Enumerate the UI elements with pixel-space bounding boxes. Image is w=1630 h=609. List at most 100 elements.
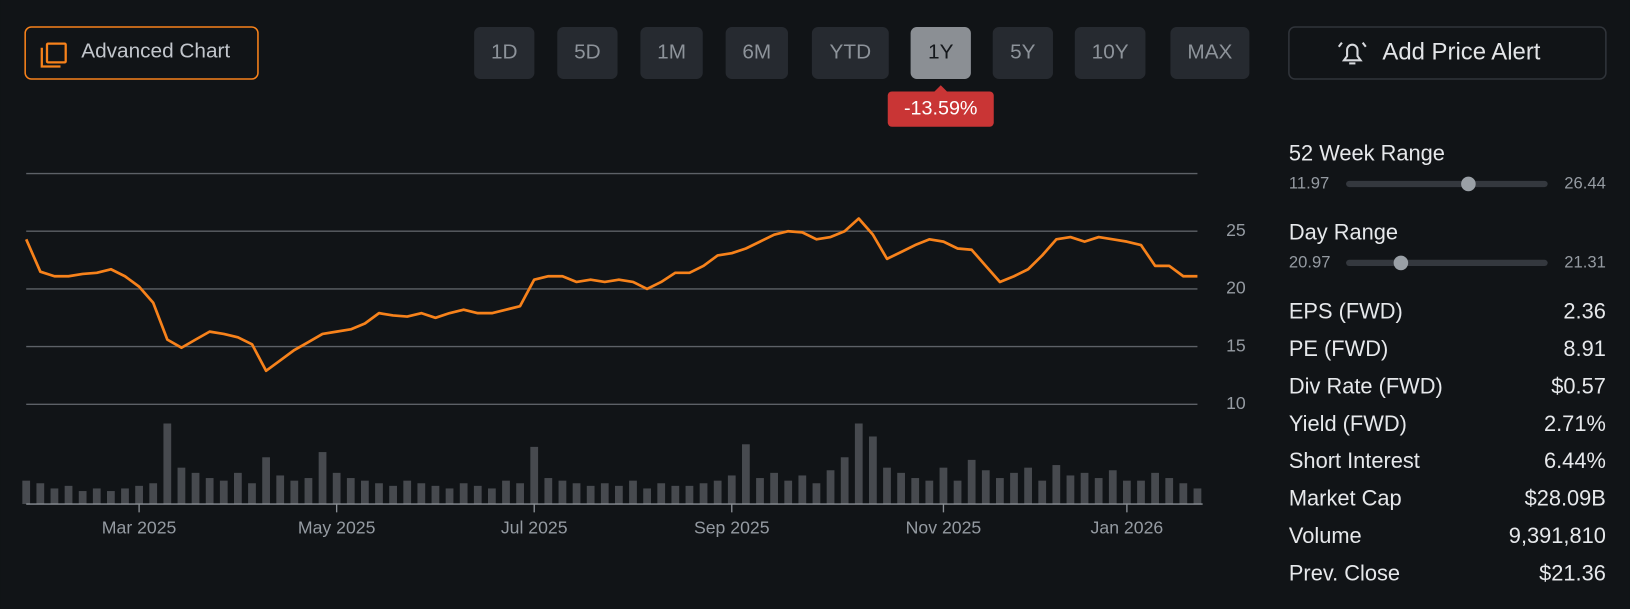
volume-bar bbox=[699, 483, 708, 505]
volume-bar bbox=[233, 472, 242, 505]
volume-bar bbox=[713, 480, 722, 505]
range-button[interactable]: 1Y bbox=[910, 27, 971, 79]
volume-bar bbox=[1108, 470, 1117, 505]
volume-bar bbox=[671, 485, 680, 505]
volume-bar bbox=[135, 485, 143, 505]
button-label: Advanced Chart bbox=[81, 39, 230, 62]
range-high: 21.31 bbox=[1564, 252, 1606, 271]
stats-panel: 52 Week Range 11.97 26.44 Day Range 20.97 21.… bbox=[1289, 141, 1606, 586]
volume-bar bbox=[1024, 467, 1032, 505]
volume-bar bbox=[417, 483, 426, 505]
volume-bar bbox=[177, 467, 186, 505]
volume-bar bbox=[911, 478, 920, 505]
range-button[interactable]: 6M bbox=[725, 27, 788, 79]
volume-bar bbox=[332, 472, 341, 505]
volume-bar bbox=[1165, 478, 1174, 505]
stat-value: 2.36 bbox=[1563, 299, 1605, 324]
volume-bar bbox=[544, 478, 553, 505]
y-tick-label: 25 bbox=[1226, 220, 1246, 240]
button-frame bbox=[910, 27, 971, 79]
button-frame bbox=[474, 27, 535, 79]
volume-bar bbox=[1066, 475, 1075, 505]
range-button[interactable]: YTD bbox=[811, 27, 889, 79]
y-tick-label: 15 bbox=[1226, 335, 1246, 355]
volume-bar bbox=[1137, 480, 1145, 505]
volume-bar bbox=[840, 457, 849, 505]
volume-bar bbox=[473, 485, 482, 505]
volume-bar bbox=[869, 436, 877, 505]
volume-bar bbox=[389, 485, 397, 505]
stat-label: Short Interest bbox=[1289, 448, 1420, 473]
volume-bar bbox=[756, 478, 764, 505]
badge-pointer bbox=[934, 85, 947, 92]
volume-bar bbox=[191, 472, 200, 505]
volume-bar bbox=[78, 491, 87, 505]
button-label: YTD bbox=[830, 40, 872, 63]
button-label: MAX bbox=[1187, 40, 1232, 63]
volume-bar bbox=[121, 488, 129, 505]
range-button[interactable]: 5Y bbox=[992, 27, 1053, 79]
volume-bar bbox=[276, 475, 285, 505]
volume-bar bbox=[516, 483, 524, 505]
range-button[interactable]: 1M bbox=[640, 27, 703, 79]
volume-bar bbox=[262, 457, 270, 505]
range-button[interactable]: 1D bbox=[474, 27, 535, 79]
change-label: -13.59% bbox=[904, 97, 978, 119]
range-buttons: 1D 5D 1M 6M YTD 1Y 5Y 10Y MAX bbox=[474, 27, 1250, 79]
range-button[interactable]: MAX bbox=[1170, 27, 1250, 79]
stat-label: Div Rate (FWD) bbox=[1289, 373, 1443, 398]
volume-bar bbox=[685, 485, 694, 505]
button-label: 6M bbox=[742, 40, 771, 63]
volume-bar bbox=[248, 483, 256, 505]
volume-bar bbox=[996, 478, 1004, 505]
button-frame bbox=[725, 27, 788, 79]
volume-bar bbox=[1193, 488, 1202, 505]
button-frame bbox=[1170, 27, 1250, 79]
volume-bar bbox=[883, 467, 891, 505]
volume-bar bbox=[346, 478, 355, 505]
x-tick-label: May 2025 bbox=[298, 518, 376, 538]
volume-bar bbox=[643, 488, 651, 505]
stat-value: $21.36 bbox=[1539, 560, 1606, 585]
x-tick-label: Nov 2025 bbox=[906, 518, 982, 538]
add-price-alert-button[interactable]: Add Price Alert bbox=[1288, 26, 1607, 80]
volume-bar bbox=[572, 483, 581, 505]
x-tick-label: Mar 2025 bbox=[102, 518, 177, 538]
range-marker bbox=[1461, 176, 1476, 192]
stat-label: Prev. Close bbox=[1289, 560, 1400, 585]
volume-bar bbox=[502, 480, 510, 505]
volume-bar bbox=[149, 483, 158, 505]
stat-value: 9,391,810 bbox=[1509, 523, 1606, 548]
stat-value: $0.57 bbox=[1551, 373, 1606, 398]
button-label: 1M bbox=[657, 40, 686, 63]
button-frame bbox=[992, 27, 1053, 79]
volume-bar bbox=[967, 459, 976, 505]
stat-label: Volume bbox=[1289, 523, 1362, 548]
volume-bar bbox=[826, 470, 835, 505]
volume-bar bbox=[375, 483, 383, 505]
volume-bar bbox=[163, 423, 172, 505]
range-button[interactable]: 5D bbox=[557, 27, 618, 79]
volume-bar bbox=[629, 480, 637, 505]
volume-bar bbox=[798, 475, 807, 505]
button-label: 5Y bbox=[1010, 40, 1036, 63]
range-label: 52 Week Range bbox=[1289, 141, 1445, 166]
button-frame bbox=[640, 27, 703, 79]
volume-bar bbox=[925, 480, 934, 505]
price-line bbox=[24, 217, 1198, 373]
y-tick-label: 20 bbox=[1226, 278, 1246, 298]
change-badge: -13.59% bbox=[887, 85, 994, 127]
volume-bar bbox=[1179, 483, 1188, 505]
volume-bar bbox=[558, 480, 567, 505]
range-button[interactable]: 10Y bbox=[1074, 27, 1146, 79]
x-tick-label: Jul 2025 bbox=[501, 518, 568, 538]
volume-bar bbox=[1052, 465, 1061, 505]
advanced-chart-button[interactable]: Advanced Chart bbox=[24, 26, 259, 80]
range-low: 11.97 bbox=[1289, 173, 1329, 192]
volume-bar bbox=[981, 470, 990, 505]
y-tick-label: 10 bbox=[1226, 393, 1246, 413]
range-high: 26.44 bbox=[1564, 173, 1606, 192]
volume-bar bbox=[205, 478, 214, 505]
volume-bar bbox=[22, 480, 31, 505]
